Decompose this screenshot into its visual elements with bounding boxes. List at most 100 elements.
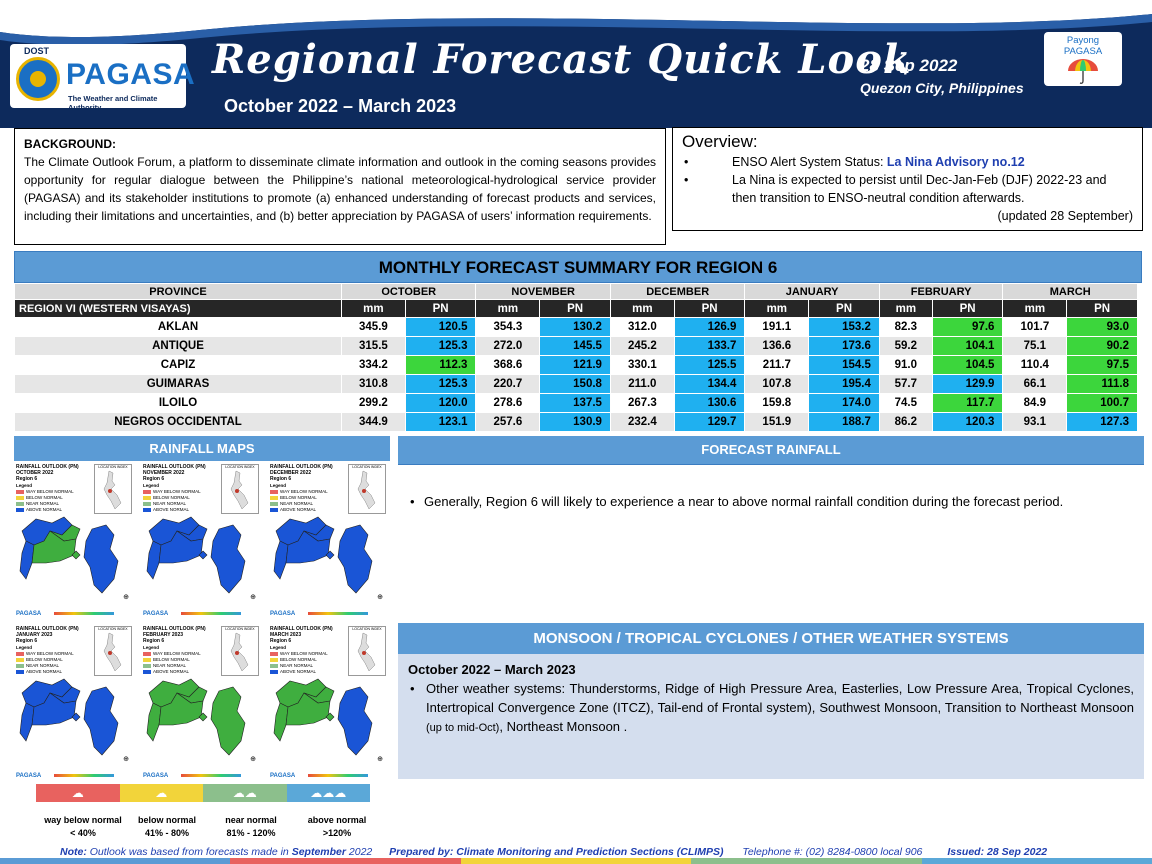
rainfall-map[interactable]: RAINFALL OUTLOOK (PN) FEBRUARY 2023 Region… bbox=[141, 623, 263, 781]
mm-cell: 299.2 bbox=[359, 397, 388, 409]
pn-cell: 130.2 bbox=[540, 318, 610, 336]
pn-cell: 120.0 bbox=[405, 394, 476, 412]
map-legend-swatch bbox=[16, 657, 24, 662]
map-legend-item: NEAR NORMAL bbox=[16, 501, 74, 507]
map-legend-swatch bbox=[143, 663, 151, 668]
footer-color-strip bbox=[0, 858, 1152, 864]
map-legend-label: WAY BELOW NORMAL bbox=[280, 651, 328, 656]
scale-swatch-cloud-icon: ☁ bbox=[119, 784, 203, 802]
rainfall-map[interactable]: RAINFALL OUTLOOK (PN) OCTOBER 2022 Region … bbox=[14, 461, 136, 619]
region6-island-map: ⊕ bbox=[19, 516, 129, 601]
province-cell: NEGROS OCCIDENTAL bbox=[15, 413, 341, 431]
map-legend-item: ABOVE NORMAL bbox=[270, 669, 328, 675]
summary-title: MONTHLY FORECAST SUMMARY FOR REGION 6 bbox=[14, 251, 1142, 283]
map-color-bar bbox=[181, 612, 241, 615]
map-title-line3: Region 6 bbox=[270, 638, 292, 644]
overview-updated: (updated 28 September) bbox=[997, 209, 1133, 223]
map-legend-label: BELOW NORMAL bbox=[26, 657, 63, 662]
weather-systems-period: October 2022 – March 2023 bbox=[408, 662, 576, 677]
map-color-bar bbox=[54, 774, 114, 777]
map-legend-label: ABOVE NORMAL bbox=[280, 507, 317, 512]
map-title: RAINFALL OUTLOOK (PN) JANUARY 2023 Region … bbox=[16, 626, 79, 644]
compass-icon: ⊕ bbox=[123, 594, 129, 601]
mm-cell: 368.6 bbox=[493, 359, 523, 371]
map-legend-title: Legend bbox=[270, 645, 287, 650]
mm-cell: 257.6 bbox=[476, 413, 540, 431]
month-header: OCTOBER bbox=[342, 284, 476, 299]
location-inset-map: LOCATION INDEX bbox=[348, 626, 386, 676]
map-legend-title: Legend bbox=[143, 483, 160, 488]
footer-note-year: 2022 bbox=[345, 846, 373, 858]
map-title: RAINFALL OUTLOOK (PN) MARCH 2023 Region 6 bbox=[270, 626, 333, 644]
footer-issued: Issued: 28 Sep 2022 bbox=[947, 846, 1048, 858]
rainfall-map[interactable]: RAINFALL OUTLOOK (PN) DECEMBER 2022 Region… bbox=[268, 461, 390, 619]
map-legend-item: WAY BELOW NORMAL bbox=[270, 651, 328, 657]
scale-label-name: near normal bbox=[225, 815, 277, 825]
dost-label: DOST bbox=[24, 46, 50, 56]
background-box: BACKGROUND: The Climate Outlook Forum, a… bbox=[14, 128, 666, 245]
mm-cell: 110.4 bbox=[1020, 359, 1049, 371]
mm-cell: 354.3 bbox=[493, 321, 523, 333]
scale-swatch-cloud-icon: ☁☁ bbox=[203, 784, 287, 802]
map-legend-title: Legend bbox=[16, 483, 33, 488]
footer-strip-red bbox=[230, 858, 461, 864]
rainfall-map[interactable]: RAINFALL OUTLOOK (PN) NOVEMBER 2022 Region… bbox=[141, 461, 263, 619]
table-row: AKLAN 345.9 120.5 354.3 130.2 312.0 126.9 191.1… bbox=[15, 318, 1137, 336]
pn-cell: 174.0 bbox=[809, 394, 879, 412]
compass-icon: ⊕ bbox=[123, 756, 129, 763]
map-legend-swatch bbox=[16, 651, 24, 656]
mm-cell: 191.1 bbox=[762, 321, 792, 333]
map-legend-swatch bbox=[270, 501, 278, 506]
mm-cell: 312.0 bbox=[627, 321, 657, 333]
unit-header-row: REGION VI (WESTERN VISAYAS) mm PN mm PN mm PN… bbox=[15, 300, 1137, 317]
map-title: RAINFALL OUTLOOK (PN) NOVEMBER 2022 Region… bbox=[143, 464, 206, 482]
pn-cell: 97.5 bbox=[1067, 356, 1137, 374]
rainfall-map[interactable]: RAINFALL OUTLOOK (PN) JANUARY 2023 Region … bbox=[14, 623, 136, 781]
map-legend-swatch bbox=[16, 663, 24, 668]
map-legend-label: NEAR NORMAL bbox=[153, 663, 187, 668]
overview-item-enso: ENSO Alert System Status: La Nina Adviso… bbox=[682, 153, 1133, 171]
location-inset-map: LOCATION INDEX bbox=[94, 626, 132, 676]
pn-cell: 125.3 bbox=[405, 337, 476, 355]
month-header: JANUARY bbox=[745, 284, 879, 299]
payong-line2: PAGASA bbox=[1063, 46, 1103, 57]
region6-island-map: ⊕ bbox=[146, 516, 256, 601]
pn-cell: 93.0 bbox=[1067, 318, 1137, 336]
map-legend-swatch bbox=[270, 657, 278, 662]
weather-systems-text-a: Other weather systems: Thunderstorms, Ri… bbox=[426, 681, 1134, 715]
compass-icon: ⊕ bbox=[250, 756, 256, 763]
scale-label: way below normal < 40% bbox=[38, 814, 128, 840]
map-title-line2: NOVEMBER 2022 bbox=[143, 470, 185, 476]
mm-header: mm bbox=[879, 300, 932, 317]
location-inset-map: LOCATION INDEX bbox=[221, 464, 259, 514]
enso-advisory-link[interactable]: La Nina Advisory no.12 bbox=[886, 155, 1025, 169]
table-row: ILOILO 299.2 120.0 278.6 137.5 267.3 130.6 159.… bbox=[15, 394, 1137, 412]
forecast-period: October 2022 – March 2023 bbox=[224, 96, 457, 116]
pn-cell: 126.9 bbox=[674, 318, 745, 336]
map-legend-label: ABOVE NORMAL bbox=[26, 507, 63, 512]
footer-strip-blue bbox=[0, 858, 231, 864]
map-legend-label: NEAR NORMAL bbox=[280, 663, 314, 668]
map-legend-item: NEAR NORMAL bbox=[143, 501, 201, 507]
map-title-line2: OCTOBER 2022 bbox=[16, 470, 54, 476]
map-legend-item: WAY BELOW NORMAL bbox=[143, 489, 201, 495]
agency-tagline: The Weather and Climate Authority bbox=[68, 94, 158, 112]
province-cell: ANTIQUE bbox=[15, 337, 341, 355]
map-title: RAINFALL OUTLOOK (PN) OCTOBER 2022 Region … bbox=[16, 464, 79, 482]
location-inset-map: LOCATION INDEX bbox=[94, 464, 132, 514]
pagasa-seal-icon bbox=[16, 57, 60, 101]
footer-note-text: Outlook was based from forecasts made in bbox=[86, 846, 292, 858]
pn-cell: 125.5 bbox=[674, 356, 745, 374]
map-legend-title: Legend bbox=[270, 483, 287, 488]
month-header: DECEMBER bbox=[610, 284, 745, 299]
mm-cell: 59.2 bbox=[879, 337, 932, 355]
pagasa-logo: DOST PAGASA The Weather and Climate Auth… bbox=[10, 44, 195, 112]
map-title-line1: RAINFALL OUTLOOK (PN) bbox=[16, 464, 79, 470]
map-footer: PAGASA bbox=[268, 767, 390, 781]
mm-cell: 57.7 bbox=[879, 375, 932, 393]
map-legend-title: Legend bbox=[143, 645, 160, 650]
pn-color-scale: ☁ ☁ ☁☁ ☁☁☁ bbox=[36, 784, 370, 802]
map-legend-item: BELOW NORMAL bbox=[270, 495, 328, 501]
mm-cell: 136.6 bbox=[745, 337, 809, 355]
